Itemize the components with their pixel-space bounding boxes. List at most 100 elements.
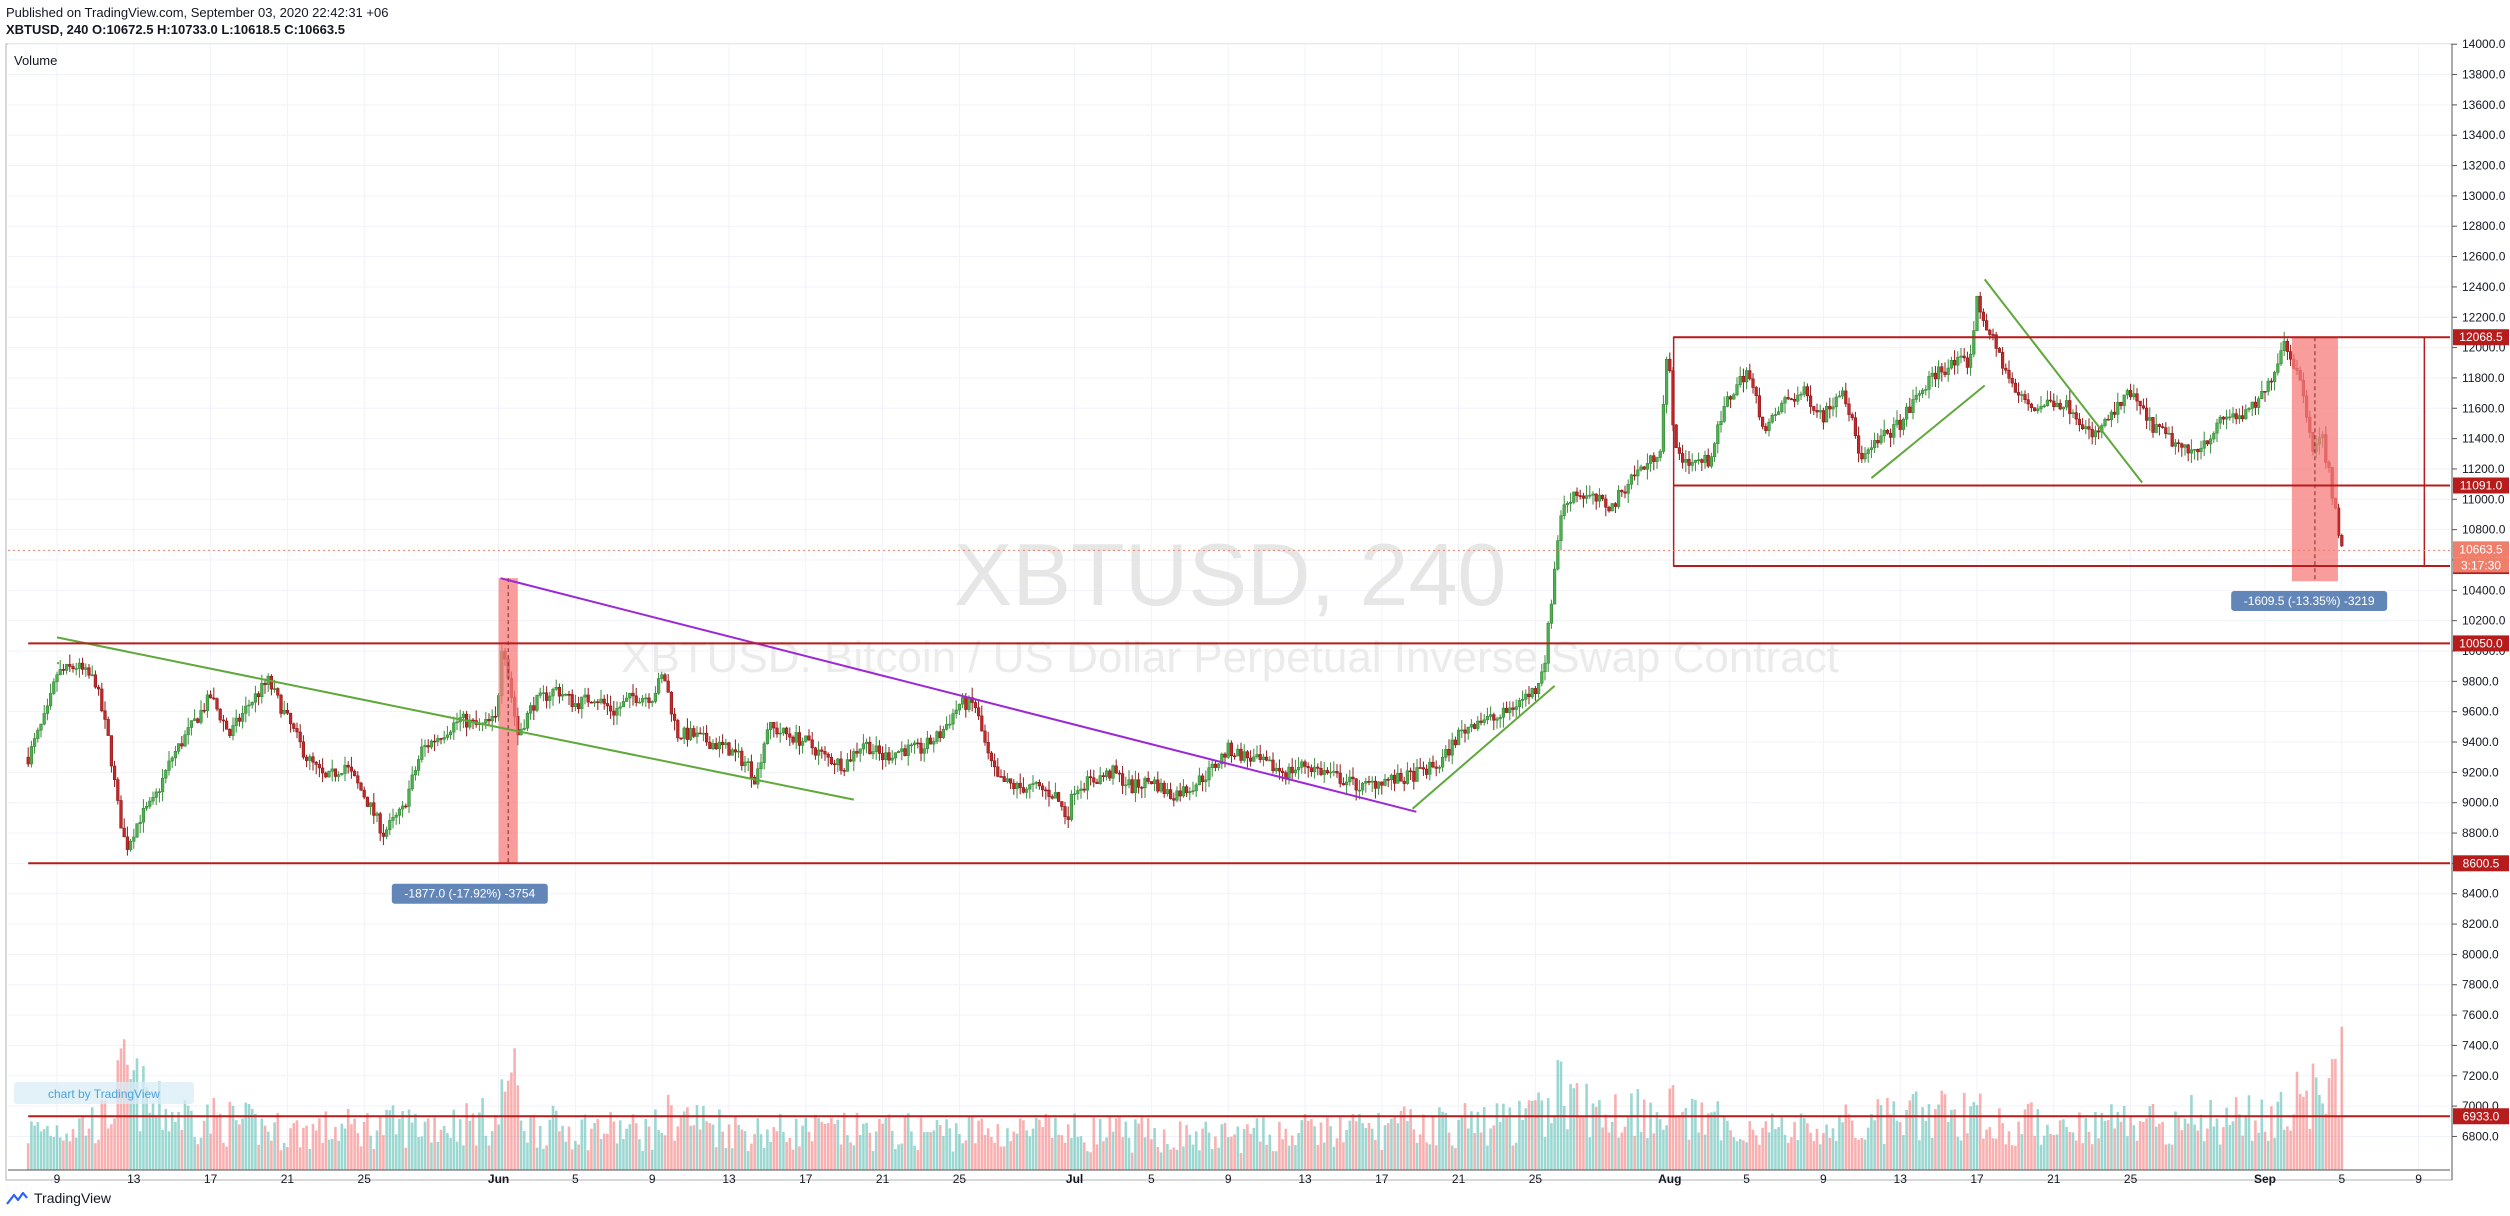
volume-bar	[1585, 1083, 1588, 1170]
trend-line-green[interactable]	[1411, 685, 1556, 810]
volume-bar	[1617, 1137, 1620, 1170]
volume-bar	[391, 1105, 395, 1170]
volume-bar	[196, 1144, 200, 1170]
volume-bar	[900, 1143, 904, 1170]
candle-up	[189, 720, 194, 728]
volume-bar	[1953, 1109, 1956, 1170]
candle-down	[1453, 739, 1457, 746]
candle-down	[1789, 398, 1793, 401]
volume-bar	[1271, 1151, 1275, 1170]
candle-down	[100, 688, 104, 712]
price-chart[interactable]: XBTUSD, 240 XBTUSD: Bitcoin / US Dollar …	[0, 0, 2510, 1190]
candle-up	[2202, 440, 2206, 449]
volume-bar	[2282, 1129, 2286, 1170]
candle-down	[1245, 751, 1249, 759]
trend-line-green[interactable]	[56, 636, 854, 801]
candle-down	[1729, 396, 1733, 400]
volume-bar	[289, 1128, 292, 1170]
candle-up	[1735, 384, 1739, 395]
candle-up	[1441, 756, 1445, 768]
volume-bar	[215, 1115, 219, 1170]
countdown-tag	[2453, 557, 2509, 573]
volume-bar	[1745, 1142, 1748, 1170]
price-tick-label: 8800.0	[2462, 826, 2499, 840]
volume-bar	[772, 1127, 776, 1170]
volume-bar	[2318, 1094, 2321, 1170]
trend-line-purple[interactable]	[500, 577, 1417, 813]
price-tick-label: 7400.0	[2462, 1038, 2499, 1052]
volume-bar	[1546, 1098, 1550, 1170]
price-tick-label: 10800.0	[2462, 523, 2506, 537]
candle-down	[1351, 776, 1355, 780]
volume-bar	[2132, 1125, 2136, 1170]
candle-down	[314, 761, 318, 765]
volume-bar	[993, 1142, 996, 1170]
candle-down	[663, 674, 667, 682]
volume-bar	[1630, 1093, 1633, 1170]
candle-down	[1985, 320, 1989, 331]
volume-bar	[2260, 1099, 2264, 1170]
candle-up	[1450, 739, 1454, 756]
volume-bar	[1764, 1121, 1768, 1170]
candle-down	[1229, 742, 1233, 757]
drawings[interactable]: -1877.0 (-17.92%) -3754-1609.5 (-13.35%)…	[8, 278, 2450, 1118]
candle-up	[2084, 426, 2088, 429]
candle-down	[1012, 782, 1016, 789]
candle-down	[820, 749, 824, 752]
volume-bar	[2212, 1126, 2216, 1170]
candle-up	[637, 701, 641, 704]
candle-down	[1290, 766, 1294, 774]
trend-line-green[interactable]	[1983, 278, 2143, 484]
volume-bar	[769, 1142, 772, 1170]
candle-up	[1543, 662, 1547, 673]
volume-bar	[1966, 1133, 1969, 1170]
volume-bar	[1886, 1098, 1889, 1170]
volume-bar	[2279, 1091, 2283, 1170]
candle-down	[404, 805, 408, 808]
trend-line-green[interactable]	[1870, 384, 1986, 479]
time-axis[interactable]: 9 13 17 21 25 Jun 5 9 13 17 21 25 Jul 5 9 13 17 21 25 Aug 5 9…	[8, 1169, 2450, 1186]
candle-up	[2193, 448, 2197, 451]
volume-bar	[420, 1136, 424, 1170]
candle-up	[2042, 405, 2046, 408]
candle-up	[548, 695, 552, 701]
footer[interactable]: TradingView	[6, 1190, 111, 1206]
volume-bar	[766, 1129, 769, 1170]
candle-down	[791, 736, 795, 743]
candle-down	[349, 766, 354, 772]
candle-up	[1460, 729, 1464, 732]
volume-bar	[820, 1122, 824, 1170]
volume-bar	[558, 1131, 561, 1170]
candle-down	[1306, 766, 1310, 769]
candle-up	[484, 719, 488, 724]
candle-down	[1101, 775, 1105, 778]
candle-down	[237, 717, 242, 722]
volume-bar	[1402, 1106, 1406, 1170]
candle-up	[1143, 777, 1147, 789]
candle-up	[935, 731, 939, 742]
candle-up	[1428, 761, 1432, 775]
volume-bar	[1444, 1112, 1448, 1170]
volume-bar	[2090, 1144, 2094, 1170]
volume-bar	[2334, 1058, 2337, 1170]
time-tick-label: 5	[2338, 1172, 2345, 1186]
candle-down	[1108, 770, 1112, 779]
volume-bar	[673, 1140, 676, 1170]
candle-up	[781, 727, 785, 734]
candle-up	[2116, 401, 2120, 415]
price-axis[interactable]: 6800.07000.07200.07400.07600.07800.08000…	[2451, 37, 2509, 1180]
time-tick-label: 17	[1970, 1172, 1984, 1186]
candle-up	[173, 750, 178, 759]
volume-bar	[375, 1130, 379, 1170]
candle-up	[618, 706, 622, 709]
volume-bar	[1534, 1100, 1537, 1170]
volume-bar	[545, 1145, 548, 1170]
chart-by-badge[interactable]: chart by TradingView	[14, 1082, 194, 1104]
volume-bar	[718, 1109, 721, 1170]
candle-up	[1255, 754, 1259, 758]
candle-down	[2221, 416, 2226, 420]
ohlc-values: O:10672.5 H:10733.0 L:10618.5 C:10663.5	[92, 22, 345, 37]
volume-bar	[2218, 1144, 2222, 1170]
volume-bar	[897, 1144, 900, 1170]
volume-bar	[862, 1123, 865, 1170]
